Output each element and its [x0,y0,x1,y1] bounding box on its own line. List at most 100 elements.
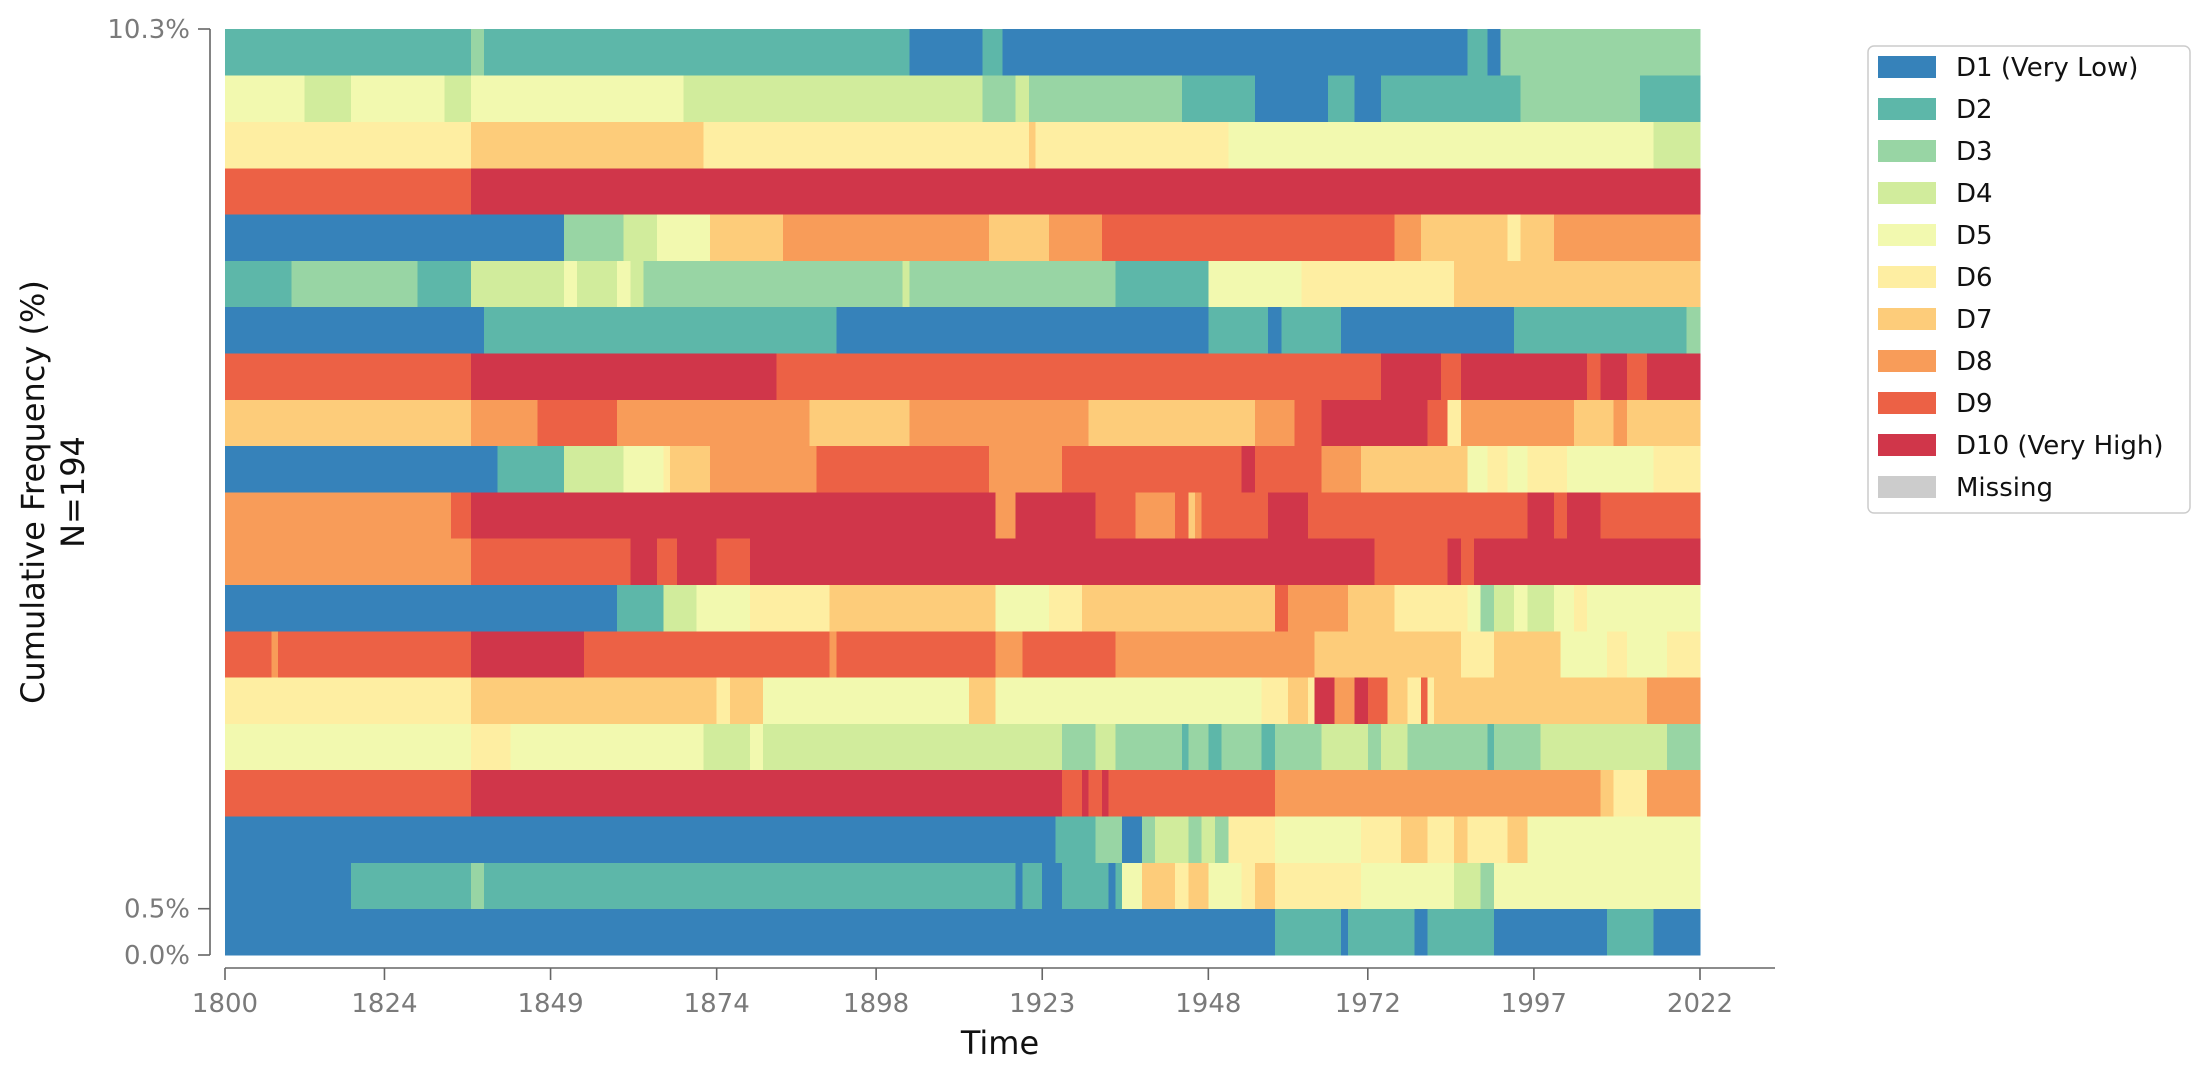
legend-label: D9 [1956,389,1993,419]
state-segment [1374,538,1448,585]
sequence-row [225,399,1701,447]
state-segment [225,677,472,724]
state-segment [995,677,1209,724]
x-tick-label: 1824 [351,989,417,1019]
state-segment [1108,769,1169,817]
legend-swatch [1878,350,1936,372]
legend-label: D1 (Very Low) [1956,53,2138,83]
state-segment [1613,214,1701,261]
state-segment [1347,584,1395,632]
state-segment [444,75,472,122]
state-segment [470,862,485,910]
state-segment [1334,677,1355,724]
state-segment [1374,862,1389,910]
state-segment [1141,816,1156,863]
state-segment [1646,769,1701,817]
state-segment [1626,399,1648,447]
sequence-row [225,167,1701,215]
state-segment [1268,492,1309,539]
state-segment [1454,862,1482,910]
state-segment [749,538,764,585]
state-segment [1095,816,1123,863]
legend-label: D4 [1956,179,1993,209]
state-segment [1507,816,1528,863]
state-segment [1314,677,1335,724]
state-segment [1653,908,1701,956]
state-segment [1121,862,1143,910]
state-segment [225,908,1276,956]
state-segment [1407,723,1488,771]
state-segment [470,492,997,539]
state-segment [836,630,997,678]
state-segment [1434,677,1488,724]
legend-swatch [1878,434,1936,456]
state-segment [1494,723,1541,771]
state-segment [1228,121,1276,169]
state-segment [776,353,1209,400]
state-segment [1653,630,1668,678]
state-segment [909,399,1090,447]
state-segment [1361,816,1402,863]
state-segment [1274,723,1322,771]
state-segment [417,260,472,308]
state-segment [1520,75,1641,122]
state-segment [829,630,837,678]
state-segment [710,445,817,493]
state-segment [1527,584,1555,632]
state-segment [663,584,698,632]
state-segment [1567,445,1615,493]
state-segment [617,399,811,447]
legend-label: D7 [1956,305,1993,335]
state-segment [1573,584,1588,632]
legend: D1 (Very Low) D2 D3 D4 D5 D6 D7 D8 D9 D10 (Very H… [1867,45,2191,514]
state-segment [1381,75,1422,122]
state-segment [716,677,731,724]
state-segment [1447,399,1462,447]
state-segment [291,260,419,308]
state-segment [1062,723,1096,771]
state-segment [1666,630,1701,678]
state-segment [1460,538,1475,585]
state-segment [1022,862,1043,910]
state-segment [1487,677,1601,724]
state-segment [1513,29,1701,76]
state-segment [1427,399,1448,447]
state-segment [1015,862,1023,910]
state-segment [1108,862,1116,910]
state-segment [1274,908,1342,956]
state-segment [1427,677,1435,724]
state-segment [1427,908,1495,956]
state-segment [225,862,352,910]
state-segment [1341,306,1515,354]
state-segment [1042,862,1063,910]
axes: 1800 1824 1849 1874 1898 1923 1948 1972 1997 2022… [107,15,1775,1019]
state-segment [563,445,625,493]
state-segment [1513,306,1521,354]
sequence-row [225,816,1701,863]
state-segment [1354,75,1382,122]
state-segment [1454,121,1548,169]
state-segment [1208,306,1269,354]
state-segment [1387,260,1455,308]
sequence-row [225,677,1701,724]
sequence-row [225,492,1701,539]
state-segment [1195,492,1203,539]
state-segment [1593,399,1615,447]
state-segment [1201,816,1216,863]
state-segment [1553,492,1568,539]
state-segment [836,306,1209,354]
x-tick-label: 1800 [192,989,258,1019]
state-segment [1487,723,1495,771]
state-segment [995,492,1017,539]
state-segment [1613,769,1648,817]
state-segment [1274,816,1362,863]
state-segment [225,29,472,76]
state-segment [1454,816,1468,863]
state-segment [304,75,352,122]
state-segment [1361,445,1468,493]
state-segment [1201,492,1223,539]
legend-label: D6 [1956,263,1993,293]
state-segment [623,445,664,493]
state-segment [1135,492,1176,539]
state-segment [1088,769,1103,817]
